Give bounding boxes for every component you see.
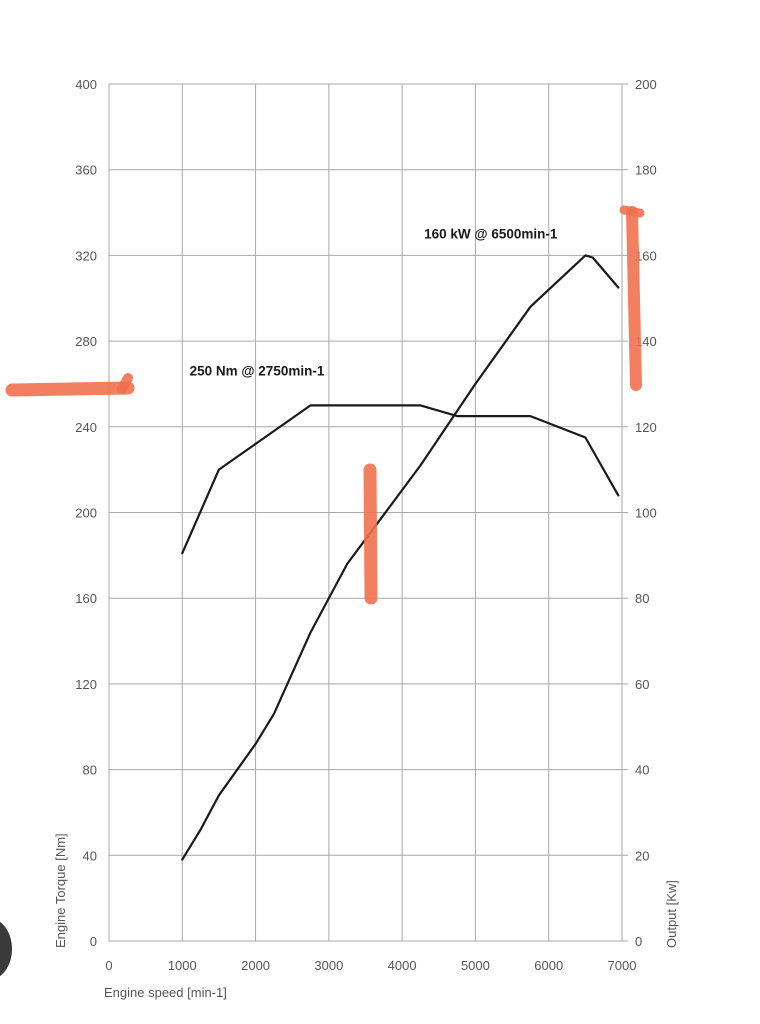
left-y-tick-label: 360	[75, 163, 97, 178]
x-axis-title: Engine speed [min-1]	[104, 985, 227, 1000]
x-tick-label: 0	[105, 958, 112, 973]
right-y-tick-label: 20	[635, 848, 649, 863]
highlighter-mark-right	[626, 206, 642, 391]
x-tick-label: 7000	[608, 958, 637, 973]
right-y-tick-label: 60	[635, 677, 649, 692]
right-y-tick-label: 80	[635, 591, 649, 606]
left-y-tick-label: 0	[90, 934, 97, 949]
x-tick-label: 3000	[314, 958, 343, 973]
series-layer	[181, 254, 620, 861]
right-y-tick-label: 160	[635, 248, 657, 263]
left-y-tick-label: 80	[83, 763, 97, 778]
torque-curve	[181, 404, 620, 555]
highlighter-mark-middle	[363, 463, 378, 605]
peak-annotation: 250 Nm @ 2750min-1	[190, 363, 325, 378]
highlighter-mark-right-top	[619, 205, 645, 218]
left-y-tick-label: 160	[75, 591, 97, 606]
left-y-tick-label: 200	[75, 506, 97, 521]
annotation-layer: 250 Nm @ 2750min-1 160 kW @ 6500min-1	[190, 226, 558, 378]
highlighter-mark-left	[5, 381, 135, 397]
right-y-tick-label: 40	[635, 763, 649, 778]
right-y-tick-label: 180	[635, 163, 657, 178]
tick-label-layer: 0 1000 2000 3000 4000 5000 6000 700004080120160…	[75, 77, 656, 973]
right-y-tick-label: 120	[635, 420, 657, 435]
grid-layer	[108, 83, 628, 942]
x-tick-label: 2000	[241, 958, 270, 973]
peak-annotation: 160 kW @ 6500min-1	[424, 226, 558, 241]
output-curve	[181, 254, 620, 861]
right-axis-title: Output [Kw]	[664, 880, 679, 948]
x-tick-label: 6000	[534, 958, 563, 973]
right-y-tick-label: 0	[635, 934, 642, 949]
left-axis-title: Engine Torque [Nm]	[53, 833, 68, 948]
left-y-tick-label: 40	[83, 848, 97, 863]
left-y-tick-label: 120	[75, 677, 97, 692]
left-y-tick-label: 320	[75, 248, 97, 263]
left-y-tick-label: 400	[75, 77, 97, 92]
right-y-tick-label: 200	[635, 77, 657, 92]
x-tick-label: 5000	[461, 958, 490, 973]
highlighter-mark-left-hook	[117, 373, 133, 394]
left-y-tick-label: 240	[75, 420, 97, 435]
left-y-tick-label: 280	[75, 334, 97, 349]
right-y-tick-label: 100	[635, 506, 657, 521]
x-tick-label: 4000	[388, 958, 417, 973]
x-tick-label: 1000	[168, 958, 197, 973]
